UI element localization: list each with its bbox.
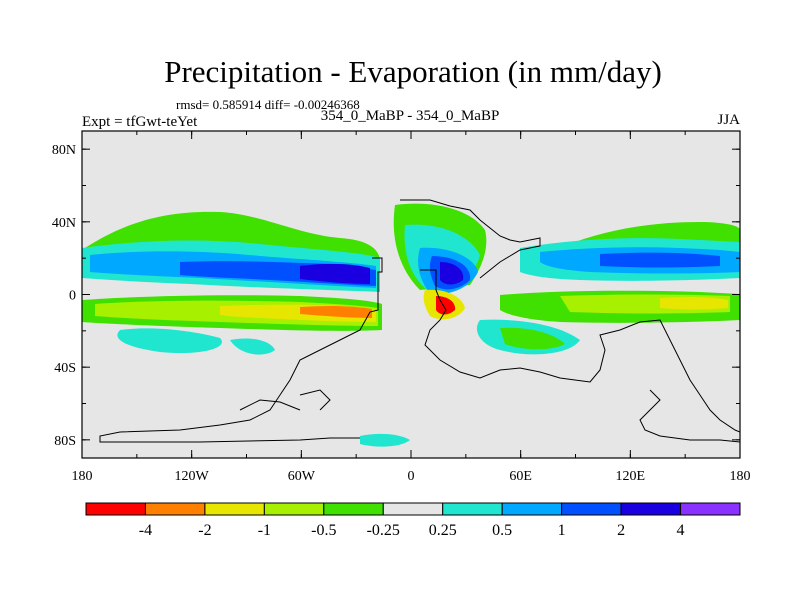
experiment-label: Expt = tfGwt-teYet bbox=[82, 114, 198, 130]
x-tick-label-4: 60E bbox=[509, 469, 532, 484]
coastline-central-north bbox=[400, 199, 541, 279]
coastlines bbox=[99, 199, 740, 443]
wet-core-west bbox=[300, 263, 370, 284]
colorbar-swatch-2 bbox=[204, 502, 265, 516]
east-dry-orange bbox=[660, 296, 728, 310]
stats-line: rmsd= 0.585914 diff= -0.00246368 bbox=[176, 97, 360, 112]
coastline-west-continent bbox=[99, 257, 383, 443]
x-tick-label-0: 180 bbox=[72, 469, 93, 484]
field-layer bbox=[82, 203, 740, 447]
colorbar: -4 -2 -1 -0.5 -0.25 0.25 0.5 1 2 4 bbox=[85, 502, 741, 539]
colorbar-swatch-1 bbox=[144, 502, 206, 516]
south-cyan-patch bbox=[117, 328, 222, 354]
colorbar-label-4: -0.25 bbox=[367, 522, 400, 539]
south-cyan-patch-2 bbox=[230, 338, 275, 355]
coastline-east-small bbox=[639, 389, 740, 443]
x-tick-label-1: 120W bbox=[175, 469, 210, 484]
colorbar-swatch-9 bbox=[620, 502, 682, 516]
x-tick-label-3: 0 bbox=[408, 469, 415, 484]
y-tick-label-3: 40S bbox=[54, 361, 76, 376]
colorbar-label-1: -2 bbox=[198, 522, 211, 539]
colorbar-swatch-8 bbox=[561, 502, 622, 516]
case-label: 354_0_MaBP - 354_0_MaBP bbox=[321, 108, 500, 124]
east-wet-deep bbox=[600, 252, 720, 268]
colorbar-swatch-5 bbox=[382, 502, 444, 516]
x-axis: 180 120W 60W 0 60E 120E 180 bbox=[72, 131, 751, 484]
colorbar-swatch-3 bbox=[263, 502, 325, 516]
chart-title: Precipitation - Evaporation (in mm/day) bbox=[164, 54, 662, 89]
season-label: JJA bbox=[717, 112, 740, 128]
colorbar-label-9: 4 bbox=[677, 522, 685, 539]
colorbar-label-8: 2 bbox=[617, 522, 625, 539]
central-wet-core bbox=[440, 262, 464, 285]
y-tick-label-1: 40N bbox=[52, 216, 76, 231]
dry-core-south bbox=[300, 305, 372, 318]
colorbar-swatch-7 bbox=[501, 502, 563, 516]
coastline-central-south bbox=[420, 269, 740, 433]
colorbar-swatch-0 bbox=[85, 502, 146, 516]
x-tick-label-6: 180 bbox=[730, 469, 751, 484]
y-tick-label-4: 80S bbox=[54, 434, 76, 449]
colorbar-swatch-10 bbox=[680, 502, 741, 516]
polar-cyan-south bbox=[360, 433, 410, 447]
colorbar-label-3: -0.5 bbox=[311, 522, 336, 539]
colorbar-label-5: 0.25 bbox=[429, 522, 457, 539]
x-tick-label-5: 120E bbox=[616, 469, 646, 484]
y-tick-label-0: 80N bbox=[52, 143, 76, 158]
coastline-south-west-bits bbox=[239, 389, 331, 411]
colorbar-label-6: 0.5 bbox=[492, 522, 512, 539]
colorbar-label-2: -1 bbox=[258, 522, 271, 539]
colorbar-swatch-4 bbox=[323, 502, 384, 516]
colorbar-swatch-6 bbox=[442, 502, 503, 516]
y-tick-label-2: 0 bbox=[69, 289, 76, 304]
colorbar-label-0: -4 bbox=[139, 522, 152, 539]
colorbar-label-7: 1 bbox=[558, 522, 566, 539]
east-south-green bbox=[500, 327, 565, 350]
y-axis: 80N 40N 0 40S 80S bbox=[52, 143, 740, 449]
x-tick-label-2: 60W bbox=[288, 469, 316, 484]
